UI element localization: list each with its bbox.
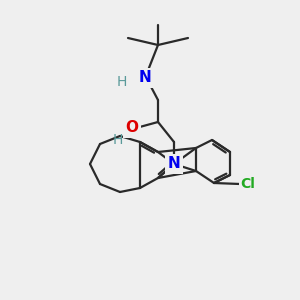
Text: H: H: [113, 133, 123, 147]
Text: N: N: [168, 157, 180, 172]
Text: N: N: [139, 70, 152, 86]
Text: Cl: Cl: [241, 177, 255, 191]
Text: H: H: [117, 75, 127, 89]
Text: O: O: [125, 121, 139, 136]
